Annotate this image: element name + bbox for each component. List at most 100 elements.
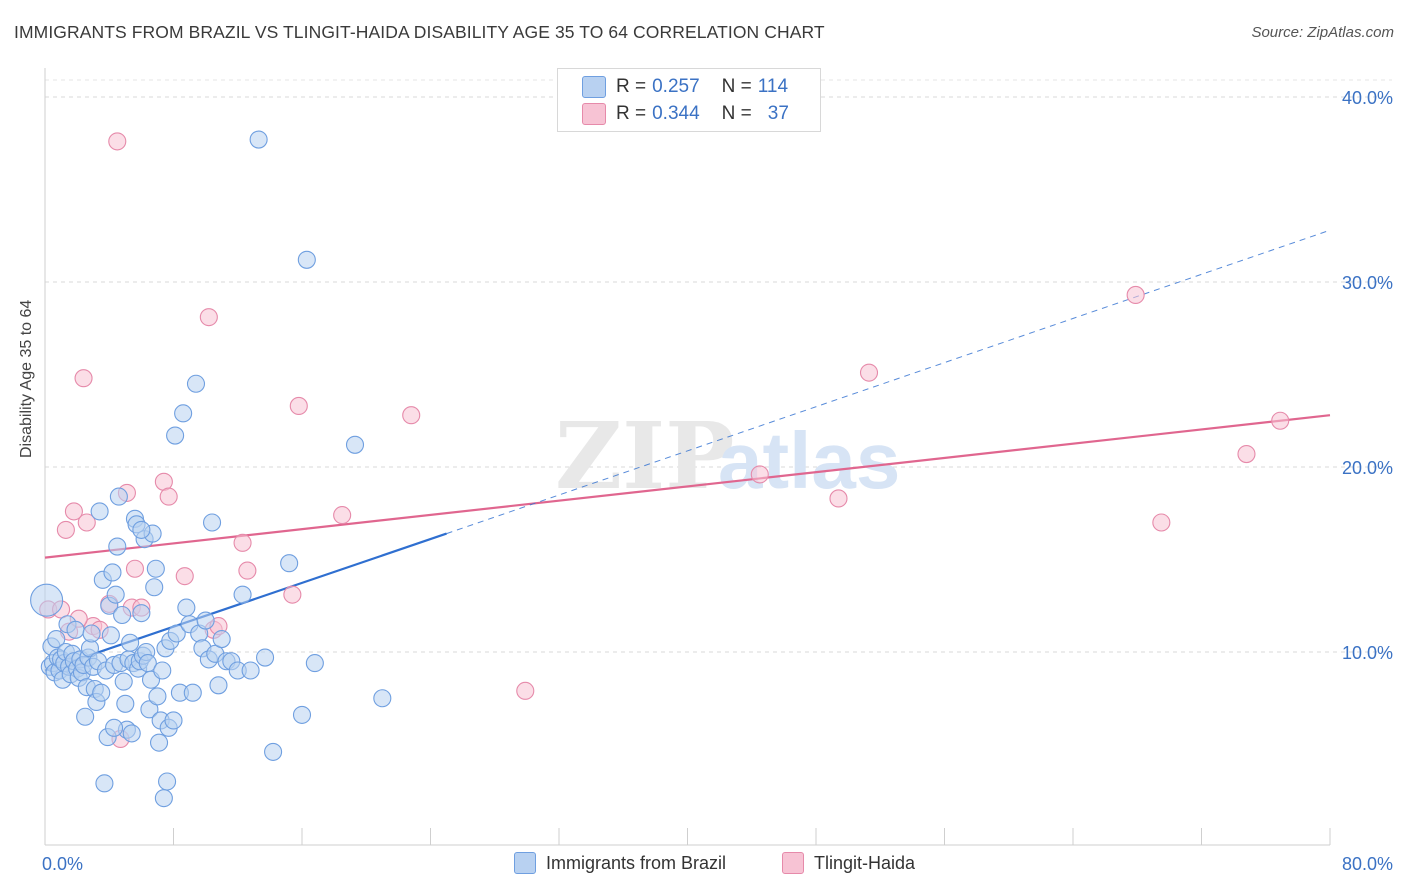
- watermark-atlas: atlas: [718, 416, 900, 505]
- data-point-immigrants-brazil: [212, 629, 231, 649]
- correlation-legend: R = 0.257 N = 114 R = 0.344 N = 37: [557, 68, 821, 132]
- data-point-immigrants-brazil: [174, 404, 193, 423]
- data-point-immigrants-brazil: [122, 724, 141, 743]
- tick-labels: 10.0% 20.0% 30.0% 40.0% 0.0% 80.0%: [42, 88, 1393, 874]
- data-point-tlingit-haida: [1237, 444, 1256, 464]
- points-immigrants-brazil: [30, 130, 392, 808]
- data-point-immigrants-brazil: [183, 683, 202, 702]
- legend-item-label: Immigrants from Brazil: [546, 852, 727, 873]
- legend-r-label: R =: [616, 103, 647, 124]
- x-tick-label: 80.0%: [1342, 854, 1393, 874]
- data-point-immigrants-brazil: [114, 672, 133, 691]
- data-point-immigrants-brazil: [186, 374, 206, 393]
- data-point-immigrants-brazil: [95, 774, 114, 793]
- y-tick-label: 10.0%: [1342, 643, 1393, 663]
- legend-r-value: 0.344: [652, 103, 700, 124]
- legend-item-brazil: Immigrants from Brazil: [514, 852, 726, 874]
- data-point-immigrants-brazil: [292, 705, 312, 724]
- data-point-immigrants-brazil: [140, 700, 159, 719]
- data-point-tlingit-haida: [333, 506, 352, 525]
- data-point-immigrants-brazil: [305, 654, 324, 673]
- data-point-immigrants-brazil: [47, 629, 66, 649]
- data-point-immigrants-brazil: [90, 502, 109, 521]
- data-point-immigrants-brazil: [146, 559, 165, 578]
- data-point-tlingit-haida: [199, 308, 218, 327]
- legend-row-tlingit: R = 0.344 N = 37: [582, 102, 789, 126]
- data-point-immigrants-brazil: [203, 513, 222, 532]
- data-point-tlingit-haida: [1271, 411, 1290, 430]
- data-point-immigrants-brazil: [209, 676, 228, 695]
- data-point-immigrants-brazil: [116, 694, 135, 713]
- watermark-zip: ZIP: [555, 402, 734, 510]
- data-point-immigrants-brazil: [167, 624, 186, 643]
- data-point-tlingit-haida: [159, 487, 178, 506]
- data-point-immigrants-brazil: [113, 605, 132, 625]
- legend-item-label: Tlingit-Haida: [814, 852, 916, 873]
- data-point-immigrants-brazil: [105, 718, 124, 737]
- axes: [44, 68, 1331, 846]
- data-point-immigrants-brazil: [177, 598, 196, 617]
- data-point-immigrants-brazil: [145, 578, 164, 597]
- data-point-immigrants-brazil: [109, 487, 128, 506]
- data-point-immigrants-brazil: [66, 620, 85, 639]
- legend-swatch-pink: [582, 103, 606, 125]
- legend-swatch-blue: [514, 852, 536, 874]
- data-point-immigrants-brazil: [92, 683, 111, 702]
- data-point-tlingit-haida: [1126, 285, 1145, 305]
- data-point-tlingit-haida: [56, 520, 75, 539]
- legend-r-label: R =: [616, 76, 647, 97]
- data-point-immigrants-brazil: [154, 789, 173, 808]
- data-point-immigrants-brazil: [249, 130, 268, 149]
- data-point-immigrants-brazil: [82, 624, 101, 643]
- data-point-immigrants-brazil: [76, 707, 95, 726]
- data-point-immigrants-brazil: [149, 733, 169, 752]
- data-point-tlingit-haida: [829, 489, 848, 508]
- chart-title: IMMIGRANTS FROM BRAZIL VS TLINGIT-HAIDA …: [14, 22, 825, 42]
- data-point-immigrants-brazil: [101, 626, 120, 645]
- data-point-immigrants-brazil: [121, 633, 140, 652]
- data-point-tlingit-haida: [175, 567, 194, 586]
- legend-r-value: 0.257: [652, 76, 700, 97]
- legend-n-label: N =: [721, 103, 752, 124]
- data-point-tlingit-haida: [402, 406, 421, 425]
- data-point-tlingit-haida: [516, 681, 535, 700]
- data-point-immigrants-brazil: [373, 689, 392, 708]
- data-point-immigrants-brazil: [108, 537, 127, 556]
- data-point-immigrants-brazil: [233, 585, 252, 604]
- data-point-tlingit-haida: [289, 396, 308, 416]
- source-label: Source: ZipAtlas.com: [1251, 24, 1394, 41]
- legend-swatch-pink: [782, 852, 804, 874]
- trend-line-brazil-extrapolated: [446, 229, 1331, 535]
- data-point-tlingit-haida: [1152, 513, 1171, 532]
- data-point-immigrants-brazil: [103, 563, 122, 582]
- legend-item-tlingit: Tlingit-Haida: [782, 852, 915, 874]
- y-tick-label: 40.0%: [1342, 88, 1393, 108]
- data-point-tlingit-haida: [74, 369, 93, 388]
- data-point-tlingit-haida: [238, 561, 257, 580]
- data-point-tlingit-haida: [77, 513, 96, 532]
- data-point-immigrants-brazil: [264, 742, 283, 761]
- data-point-tlingit-haida: [108, 132, 127, 151]
- data-point-immigrants-brazil: [166, 426, 185, 445]
- data-point-immigrants-brazil: [30, 583, 64, 617]
- data-point-tlingit-haida: [125, 559, 144, 578]
- data-point-immigrants-brazil: [196, 611, 215, 630]
- data-point-immigrants-brazil: [164, 711, 183, 730]
- data-point-tlingit-haida: [233, 533, 252, 552]
- legend-row-brazil: R = 0.257 N = 114: [582, 75, 788, 99]
- x-tick-label: 0.0%: [42, 854, 83, 874]
- data-point-immigrants-brazil: [256, 648, 275, 667]
- data-point-tlingit-haida: [64, 502, 83, 521]
- trend-line-tlingit-haida: [44, 414, 1331, 559]
- legend-n-value: 114: [757, 76, 789, 97]
- data-point-immigrants-brazil: [132, 604, 151, 623]
- legend-swatch-blue: [582, 76, 606, 98]
- data-point-immigrants-brazil: [153, 661, 172, 680]
- data-point-immigrants-brazil: [297, 250, 316, 269]
- data-point-immigrants-brazil: [345, 435, 365, 454]
- data-point-immigrants-brazil: [148, 687, 167, 706]
- y-tick-label: 20.0%: [1342, 458, 1393, 478]
- data-point-tlingit-haida: [859, 363, 879, 382]
- data-point-immigrants-brazil: [158, 772, 177, 791]
